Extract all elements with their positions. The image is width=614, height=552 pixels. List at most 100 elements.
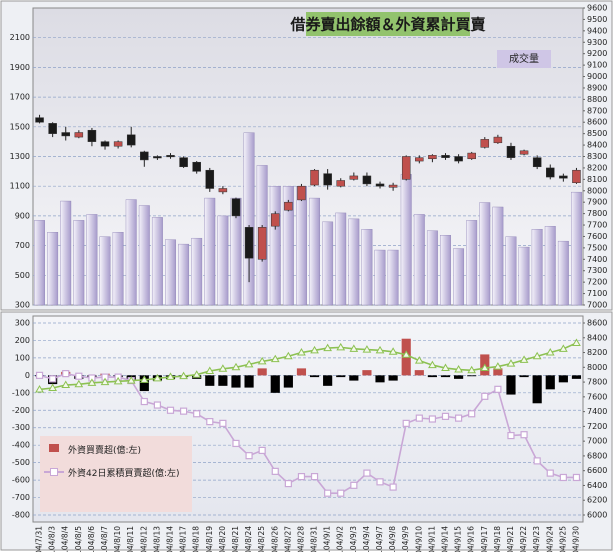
legend-item: 外資買賣超(億:左) (44, 443, 188, 456)
bar (191, 237, 203, 306)
marker (546, 469, 554, 477)
y2-tick-label: 9000 (587, 72, 607, 81)
candle-body (493, 136, 503, 144)
bar (336, 375, 346, 378)
bar (492, 206, 504, 306)
bar (243, 132, 255, 306)
x-tick-label: 104/9/8 (388, 526, 397, 552)
marker (324, 489, 332, 497)
bar (531, 229, 543, 306)
y-tick-label: 900 (15, 211, 30, 220)
title-box (306, 12, 470, 36)
candle-body (61, 132, 70, 137)
bar (440, 375, 451, 378)
marker (559, 473, 567, 482)
candle-body (454, 156, 463, 162)
candle-body (401, 156, 411, 180)
marker (558, 344, 568, 352)
marker (441, 363, 450, 372)
y2-tick-label: 8200 (587, 163, 607, 172)
y-tick-label: 300 (15, 319, 30, 328)
y2-tick-label: 7000 (587, 301, 607, 310)
bar (112, 232, 124, 306)
candle-body (532, 157, 542, 168)
bar (282, 185, 294, 306)
y2-tick-label: 8000 (587, 186, 607, 195)
bar (557, 240, 569, 306)
x-tick-label: 104/8/17 (179, 526, 188, 552)
bar (270, 375, 280, 393)
candle-body (506, 145, 516, 158)
y2-tick-label: 9600 (587, 4, 607, 13)
marker (467, 365, 477, 374)
candle-body (192, 161, 201, 172)
x-tick-label: 104/8/21 (231, 526, 240, 552)
y-tick-label: 500 (15, 271, 30, 280)
marker (206, 418, 214, 426)
marker (572, 338, 581, 346)
y-tick-label: -200 (12, 406, 30, 415)
x-tick-label: 104/8/11 (126, 526, 135, 552)
legend-label: 外資42日累積買賣超(億:左) (68, 469, 180, 479)
y2-tick-label: 9200 (587, 49, 607, 58)
bar (296, 368, 307, 376)
y-tick-label: 2100 (10, 33, 30, 42)
bar (217, 215, 229, 306)
bar (125, 199, 137, 306)
y2-tick-label: 6000 (587, 511, 607, 520)
marker (100, 377, 110, 386)
bar (545, 375, 555, 390)
marker (532, 351, 542, 360)
x-tick-label: 104/9/4 (362, 526, 371, 552)
bar (453, 248, 465, 306)
legend-swatch (44, 443, 64, 453)
x-tick-label: 104/9/10 (414, 526, 423, 552)
marker (153, 373, 162, 382)
y2-tick-label: 7500 (587, 243, 607, 252)
y-tick-label: 300 (15, 301, 30, 310)
bar (139, 375, 149, 392)
candle-body (310, 169, 319, 186)
candle-body (415, 157, 424, 162)
x-tick-label: 104/9/30 (571, 526, 580, 552)
bar (73, 220, 85, 306)
x-tick-label: 104/8/18 (192, 526, 201, 552)
x-tick-label: 104/9/23 (532, 526, 541, 552)
y2-tick-label: 8000 (587, 363, 607, 372)
marker (363, 469, 371, 477)
marker (480, 363, 490, 372)
marker (166, 372, 175, 380)
y2-tick-label: 7200 (587, 278, 607, 287)
bar (467, 375, 477, 377)
marker (153, 401, 162, 409)
bar (218, 375, 228, 386)
marker (166, 406, 175, 414)
x-tick-label: 104/9/14 (441, 526, 450, 552)
x-tick-label: 104/9/1 (323, 526, 332, 552)
x-tick-label: 104/8/25 (257, 526, 266, 552)
marker (271, 467, 279, 475)
x-tick-label: 104/9/7 (375, 526, 384, 552)
marker (519, 355, 529, 363)
marker (205, 366, 215, 374)
y2-tick-label: 8700 (587, 106, 607, 115)
x-tick-label: 104/9/21 (506, 526, 515, 552)
candle-body (166, 155, 175, 158)
y-tick-label: -100 (12, 388, 30, 397)
candle-body (48, 123, 57, 134)
candle-body (559, 175, 568, 179)
candle-body (297, 185, 306, 201)
bar (518, 246, 530, 306)
y2-tick-label: 7300 (587, 266, 607, 275)
y2-tick-label: 8400 (587, 333, 607, 342)
bar (400, 174, 412, 306)
y-tick-label: 200 (15, 336, 30, 345)
bar (99, 236, 111, 306)
marker (506, 359, 516, 367)
bar (493, 368, 503, 376)
marker (507, 431, 515, 440)
bar (532, 375, 542, 404)
marker (323, 343, 333, 352)
x-tick-label: 104/8/31 (310, 526, 319, 552)
candle-body (205, 169, 215, 189)
